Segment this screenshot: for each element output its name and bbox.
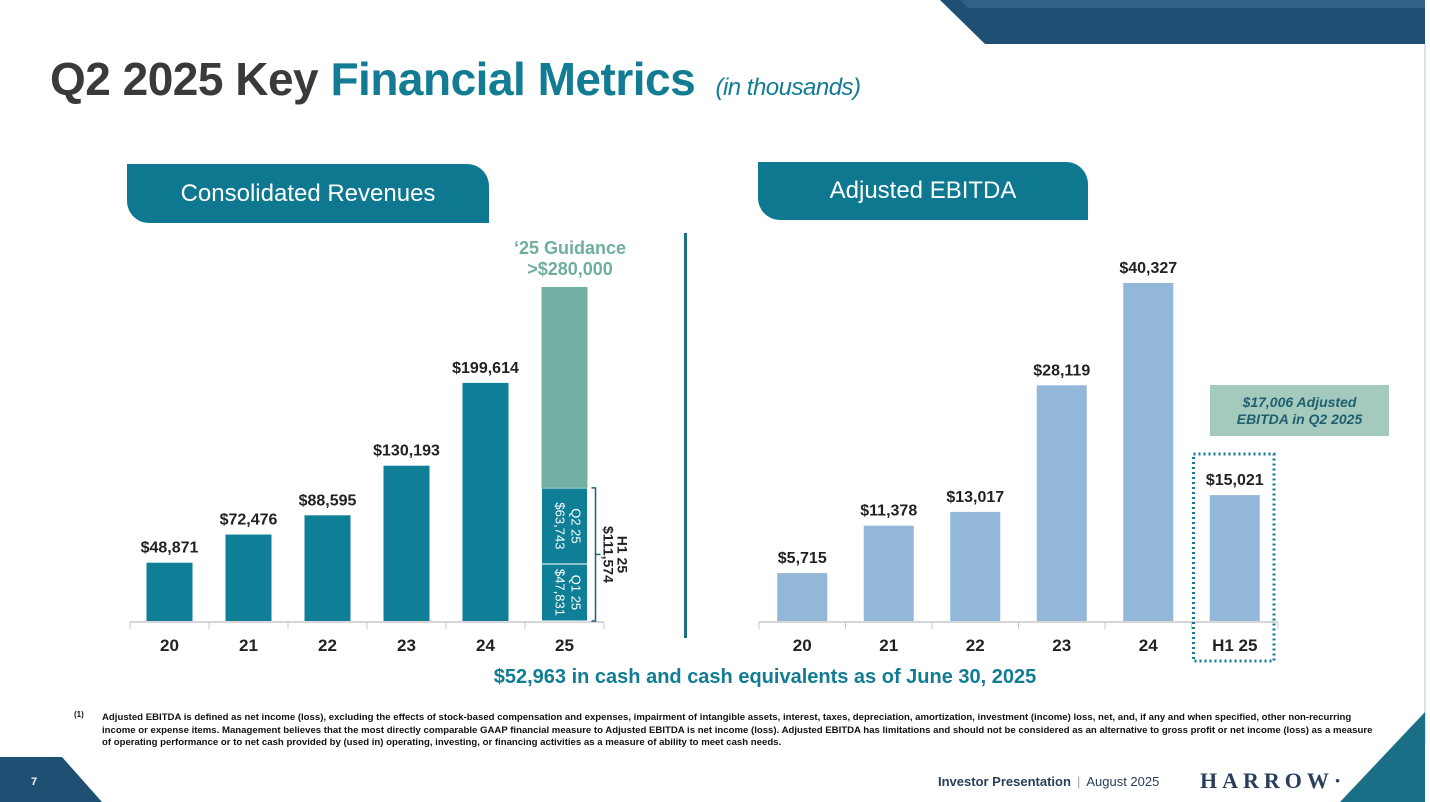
revenue-2025-segment [541, 287, 588, 488]
harrow-logo: HARROW· [1200, 768, 1347, 793]
revenue-tab-header: Consolidated Revenues [127, 164, 489, 223]
ebitda-bar [1123, 283, 1174, 621]
revenue-tick-label: 25 [555, 636, 574, 655]
title-part1: Q2 2025 Key [50, 53, 319, 105]
callout-line2: EBITDA in Q2 2025 [1236, 410, 1363, 427]
ebitda-data-label: $28,119 [1033, 362, 1090, 379]
guidance-line2: >$280,000 [527, 259, 613, 279]
revenue-2025-segment-label: Q2 25 [569, 508, 584, 543]
cash-note: $52,963 in cash and cash equivalents as … [493, 666, 1037, 688]
footer-date: August 2025 [1086, 774, 1160, 789]
ebitda-tick-label: 23 [1052, 636, 1071, 655]
ebitda-bar [1209, 495, 1260, 621]
ebitda-tick-label: 21 [879, 636, 898, 655]
revenue-data-label: $130,193 [373, 443, 440, 460]
revenue-bar [462, 382, 509, 621]
ebitda-tick-label: H1 25 [1212, 636, 1257, 655]
ebitda-tick-label: 24 [1139, 636, 1158, 655]
revenue-tick-label: 21 [239, 636, 258, 655]
bottom-left-banner [0, 757, 102, 802]
revenue-bar [146, 562, 193, 621]
revenue-2025-segment [541, 487, 588, 565]
ebitda-tab-header: Adjusted EBITDA [758, 162, 1088, 220]
ebitda-tick-label: 20 [793, 636, 812, 655]
ebitda-bar [777, 573, 828, 621]
guidance-line1: ‘25 Guidance [513, 238, 627, 258]
revenue-2025-segment-label: Q1 25 [569, 575, 584, 610]
chart-divider [684, 233, 687, 638]
ebitda-bar [863, 525, 914, 621]
page-title: Q2 2025 Key Financial Metrics (in thousa… [50, 52, 861, 106]
guidance-label: ‘25 Guidance >$280,000 [490, 238, 650, 280]
revenue-tick-label: 23 [397, 636, 416, 655]
revenue-bar [383, 465, 430, 621]
title-part2: Financial Metrics [330, 53, 696, 105]
top-right-banner-highlight [960, 0, 1425, 8]
footnote-marker: (1) [74, 710, 84, 719]
footnote-text: Adjusted EBITDA is defined as net income… [102, 712, 1373, 748]
footer-title: Investor Presentation [938, 774, 1071, 789]
revenue-data-label: $199,614 [452, 360, 519, 377]
ebitda-tab-label: Adjusted EBITDA [829, 177, 1017, 204]
revenue-data-label: $88,595 [299, 492, 357, 509]
footer-presentation: Investor Presentation | August 2025 [938, 774, 1159, 789]
ebitda-data-label: $15,021 [1206, 472, 1264, 489]
revenue-data-label: $72,476 [220, 512, 278, 529]
revenue-tick-label: 22 [318, 636, 337, 655]
callout-line1: $17,006 Adjusted [1242, 393, 1357, 410]
page-number: 7 [31, 776, 38, 788]
revenue-2025-segment [541, 563, 588, 622]
footer-separator: | [1076, 774, 1081, 789]
ebitda-bar [950, 511, 1001, 621]
revenue-data-label: $48,871 [141, 540, 199, 557]
revenue-bar [304, 515, 351, 621]
revenue-2025-segment-value: $63,743 [553, 502, 568, 549]
bottom-right-triangle [1340, 712, 1425, 802]
revenue-tick-label: 20 [160, 636, 179, 655]
ebitda-data-label: $13,017 [946, 489, 1004, 506]
top-right-banner [940, 0, 1425, 44]
h1-highlight-box [1192, 452, 1276, 663]
ebitda-data-label: $11,378 [860, 503, 917, 520]
revenue-tab-label: Consolidated Revenues [180, 179, 436, 207]
h1-bracket-label: H1 25 [615, 536, 631, 574]
h1-bracket-value: $111,574 [601, 526, 617, 583]
right-edge-line [1424, 44, 1426, 744]
ebitda-q2-callout: $17,006 Adjusted EBITDA in Q2 2025 [1210, 385, 1389, 436]
ebitda-data-label: $5,715 [778, 550, 827, 567]
title-subtitle: (in thousands) [715, 74, 861, 101]
ebitda-data-label: $40,327 [1119, 260, 1177, 277]
revenue-bar [225, 534, 272, 621]
h1-bracket [591, 487, 597, 622]
ebitda-tick-label: 22 [966, 636, 985, 655]
revenue-tick-label: 24 [476, 636, 495, 655]
ebitda-bar [1036, 385, 1087, 621]
revenue-2025-segment-value: $47,831 [553, 569, 568, 616]
